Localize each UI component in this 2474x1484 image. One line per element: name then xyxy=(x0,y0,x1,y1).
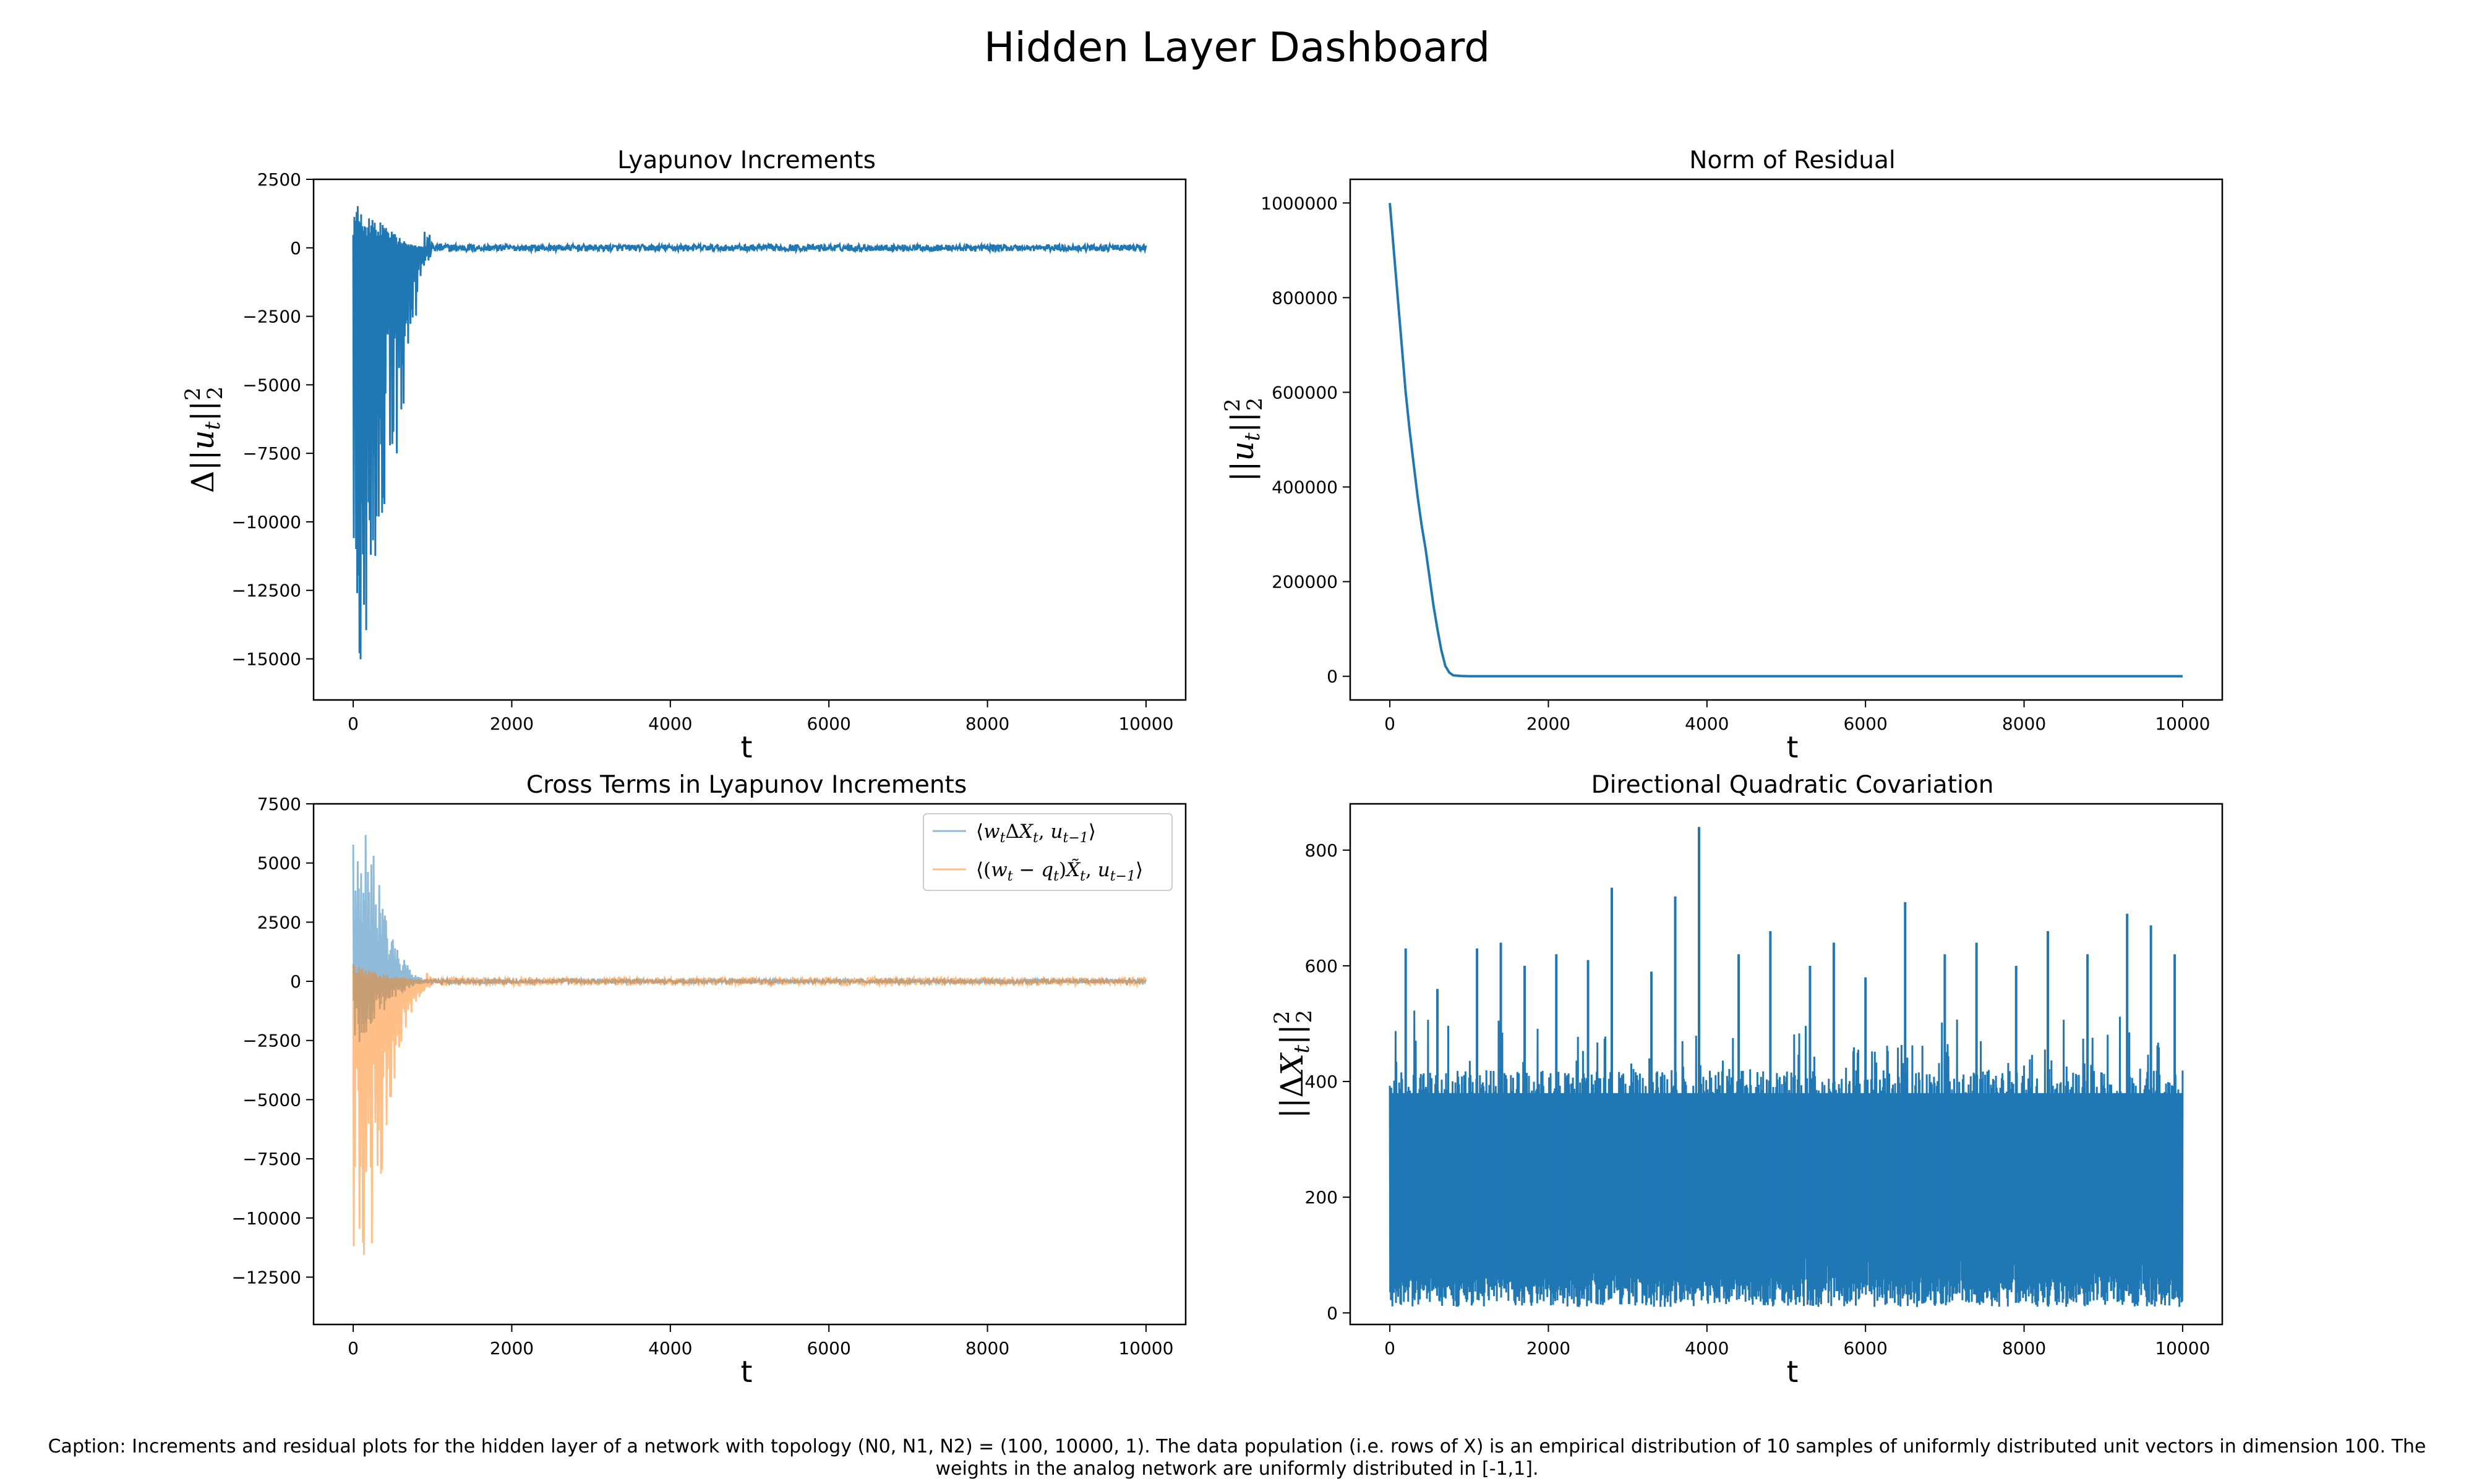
panel-norm-of-residual: Norm of Residual 0 2000 4000 6000 8000 10000 … xyxy=(1220,147,2224,765)
y-tick-label: 200 xyxy=(1305,1187,1338,1208)
x-tick-label: 4000 xyxy=(648,1338,692,1358)
x-tick-label: 4000 xyxy=(1685,714,1729,734)
panel-cross-terms: Cross Terms in Lyapunov Increments 0 2000… xyxy=(231,771,1187,1389)
x-axis-label: t xyxy=(741,1355,753,1389)
legend: ⟨wtΔXt, ut−1⟩ ⟨(wt − qt)X̃t, ut−1⟩ xyxy=(923,813,1173,891)
panel-lyapunov-increments: Lyapunov Increments 0 2000 4000 6000 8000 100… xyxy=(181,147,1187,765)
panel-title: Norm of Residual xyxy=(1689,147,1895,174)
series-line-1 xyxy=(352,206,1147,660)
x-tick-label: 0 xyxy=(1384,1338,1395,1358)
x-tick-label: 8000 xyxy=(965,714,1009,734)
y-tick-label: −10000 xyxy=(231,512,301,532)
x-tick-label: 2000 xyxy=(490,714,534,734)
y-tick-label: 1000000 xyxy=(1261,193,1338,213)
y-ticks: 2500 0 −2500 −5000 −7500 −10000 −12500 −15000 xyxy=(231,169,314,670)
panel-title: Lyapunov Increments xyxy=(617,147,876,174)
y-tick-label: 5000 xyxy=(257,853,301,874)
y-tick-label: 2500 xyxy=(257,912,301,932)
figure-caption: Caption: Increments and residual plots f… xyxy=(48,1436,2426,1480)
y-tick-label: 600 xyxy=(1305,956,1338,976)
y-tick-label: 2500 xyxy=(257,169,301,190)
x-ticks: 0 2000 4000 6000 8000 10000 xyxy=(1384,1324,2210,1358)
y-ticks: 7500 5000 2500 0 −2500 −5000 −7500 −10000 −12500 xyxy=(231,794,314,1287)
x-tick-label: 6000 xyxy=(1844,1338,1888,1358)
legend-label-2: ⟨(wt − qt)X̃t, ut−1⟩ xyxy=(976,858,1143,884)
plot-area xyxy=(352,206,1147,660)
y-tick-label: 800000 xyxy=(1272,288,1338,308)
y-tick-label: 0 xyxy=(290,971,301,992)
x-axis-label: t xyxy=(1787,730,1799,765)
axes-frame xyxy=(312,803,1187,1326)
y-ticks: 800 600 400 200 0 xyxy=(1305,840,1350,1323)
y-axis-label: ||ΔXt||22 xyxy=(1270,1010,1317,1119)
x-tick-label: 2000 xyxy=(1526,1338,1570,1358)
x-tick-label: 0 xyxy=(348,714,359,734)
axes-frame xyxy=(312,178,1187,701)
x-tick-label: 2000 xyxy=(490,1338,534,1358)
y-tick-label: −15000 xyxy=(231,649,301,670)
y-tick-label: 600000 xyxy=(1272,382,1338,403)
y-tick-label: −12500 xyxy=(231,581,301,601)
plot-area xyxy=(1389,827,2184,1307)
plot-area xyxy=(1389,203,2183,678)
x-tick-label: 10000 xyxy=(1118,1338,1173,1358)
series-band-core xyxy=(1390,1093,2183,1255)
panel-quadratic-covariation: Directional Quadratic Covariation 0 2000 4… xyxy=(1270,771,2224,1389)
y-tick-label: 800 xyxy=(1305,840,1338,861)
x-ticks: 0 2000 4000 6000 8000 10000 xyxy=(348,700,1173,734)
y-tick-label: −10000 xyxy=(231,1208,301,1229)
y-tick-label: 0 xyxy=(290,238,301,258)
x-tick-label: 4000 xyxy=(1685,1338,1729,1358)
x-tick-label: 6000 xyxy=(807,1338,851,1358)
y-tick-label: −12500 xyxy=(231,1267,301,1287)
x-tick-label: 8000 xyxy=(2002,714,2046,734)
y-tick-label: −5000 xyxy=(242,1090,301,1110)
x-tick-label: 8000 xyxy=(2002,1338,2046,1358)
x-ticks: 0 2000 4000 6000 8000 10000 xyxy=(1384,700,2210,734)
x-tick-label: 8000 xyxy=(965,1338,1009,1358)
axes-frame xyxy=(1349,178,2224,701)
y-tick-label: 200000 xyxy=(1272,572,1338,592)
y-tick-label: −2500 xyxy=(242,1031,301,1051)
legend-box xyxy=(923,813,1173,891)
y-axis-label: Δ||ut||22 xyxy=(181,386,228,493)
x-tick-label: 0 xyxy=(348,1338,359,1358)
axes-frame xyxy=(1349,803,2224,1326)
y-tick-label: 7500 xyxy=(257,794,301,814)
y-tick-label: 400 xyxy=(1305,1072,1338,1092)
x-ticks: 0 2000 4000 6000 8000 10000 xyxy=(348,1324,1173,1358)
x-tick-label: 0 xyxy=(1384,714,1395,734)
y-tick-label: −7500 xyxy=(242,443,301,464)
x-tick-label: 6000 xyxy=(807,714,851,734)
plot-area xyxy=(352,835,1147,1255)
y-tick-label: −5000 xyxy=(242,375,301,395)
y-tick-label: −7500 xyxy=(242,1149,301,1169)
y-tick-label: −2500 xyxy=(242,307,301,327)
svg-text:Δ||ut||22: Δ||ut||22 xyxy=(181,386,228,493)
x-axis-label: t xyxy=(1787,1355,1799,1389)
figure-title: Hidden Layer Dashboard xyxy=(983,23,1491,71)
y-axis-label: ||ut||22 xyxy=(1220,398,1267,482)
x-tick-label: 10000 xyxy=(2155,1338,2210,1358)
y-ticks: 1000000 800000 600000 400000 200000 0 xyxy=(1261,193,1350,687)
panel-title: Directional Quadratic Covariation xyxy=(1591,771,1994,799)
y-tick-label: 0 xyxy=(1327,1303,1338,1323)
y-tick-label: 400000 xyxy=(1272,477,1338,498)
series-line-2 xyxy=(352,963,1147,1255)
x-tick-label: 10000 xyxy=(2155,714,2210,734)
x-tick-label: 4000 xyxy=(648,714,692,734)
series-line-1 xyxy=(1389,203,2183,678)
x-tick-label: 10000 xyxy=(1118,714,1173,734)
svg-text:||ut||22: ||ut||22 xyxy=(1220,398,1267,482)
svg-text:||ΔXt||22: ||ΔXt||22 xyxy=(1270,1010,1317,1119)
y-tick-label: 0 xyxy=(1327,667,1338,687)
panel-title: Cross Terms in Lyapunov Increments xyxy=(526,771,967,799)
x-axis-label: t xyxy=(741,730,753,765)
x-tick-label: 2000 xyxy=(1526,714,1570,734)
x-tick-label: 6000 xyxy=(1844,714,1888,734)
